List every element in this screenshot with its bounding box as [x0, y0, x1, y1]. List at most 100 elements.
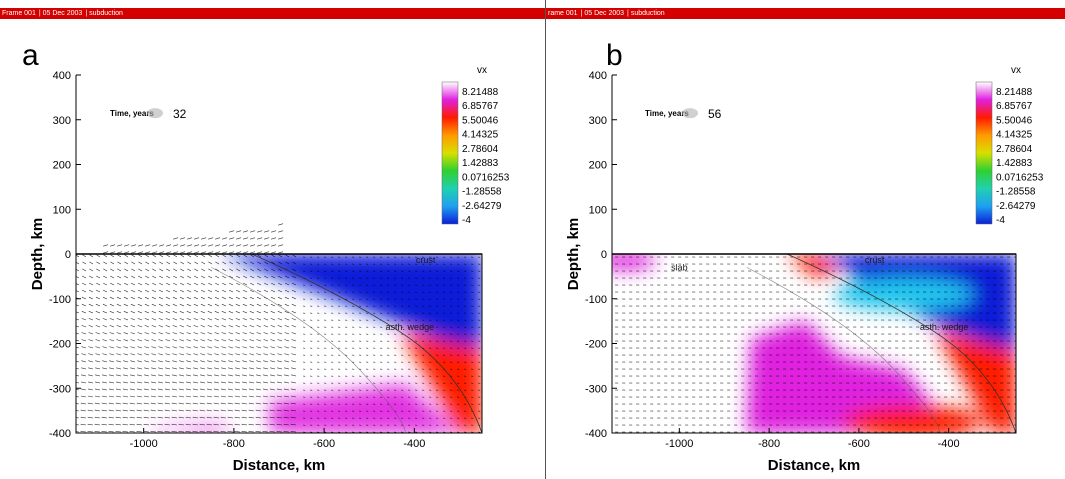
slab-top-line: [251, 253, 483, 434]
slab-velocity-region: [935, 330, 1016, 433]
slab-velocity-region: [842, 405, 983, 433]
mantle-flow-region: [270, 383, 460, 433]
wedge-label: asth. wedge: [386, 322, 435, 332]
vx-field: [612, 254, 1016, 433]
x-tick-label: -1000: [665, 438, 693, 450]
colorbar-label: 8.21488: [996, 87, 1033, 98]
slab-bottom-line: [211, 267, 406, 434]
slab-top-line: [786, 253, 1017, 434]
y-tick-label: -300: [585, 383, 607, 395]
time-label: Time, years: [645, 109, 689, 118]
velocity-vectors: [103, 223, 284, 254]
wedge-label: asth. wedge: [920, 322, 969, 332]
y-tick-label: -300: [49, 383, 71, 395]
y-tick-label: -400: [585, 428, 607, 440]
colorbar-label: 6.85767: [996, 101, 1033, 112]
x-axis-label: Distance, km: [233, 457, 326, 474]
colorbar-label: 6.85767: [462, 101, 499, 112]
colorbar-label: 1.42883: [996, 158, 1033, 169]
panel-a: Frame 001 | 05 Dec 2003 | subduction 400 30…: [0, 8, 545, 474]
time-marker: [147, 108, 163, 119]
y-tick-label: 100: [589, 204, 607, 216]
y-tick-label: 300: [53, 115, 71, 127]
y-tick-label: -400: [49, 428, 71, 440]
colorbar-label: -2.64279: [462, 201, 502, 212]
slab-velocity-region: [612, 254, 656, 270]
velocity-vectors: [76, 254, 481, 433]
y-tick-label: -200: [585, 339, 607, 351]
y-tick-label: -100: [49, 294, 71, 306]
y-tick-label: 300: [589, 115, 607, 127]
y-axis-label: Depth, km: [29, 218, 46, 291]
colorbar-label: 4.14325: [462, 130, 499, 141]
frame-bar: rame 001 | 05 Dec 2003 | subduction: [546, 8, 1065, 19]
colorbar-label: 5.50046: [996, 115, 1033, 126]
vx-field: [76, 254, 482, 433]
mantle-flow-region: [746, 321, 931, 433]
x-tick-label: -400: [403, 438, 425, 450]
x-tick-label: -800: [758, 438, 780, 450]
y-tick-label: 0: [65, 249, 71, 261]
time-label: Time, years: [110, 109, 154, 118]
colorbar-label: 5.50046: [462, 115, 499, 126]
y-tick-label: 0: [601, 249, 607, 261]
time-value: 32: [173, 107, 187, 121]
colorbar-label: 0.0716253: [462, 172, 510, 183]
frame-date: 05 Dec 2003: [584, 10, 625, 17]
frame-date: 05 Dec 2003: [42, 10, 83, 17]
mantle-flow-region: [143, 424, 234, 433]
colorbar-label: 2.78604: [462, 144, 499, 155]
crust-label: crust: [416, 255, 436, 265]
slab-label: slab: [671, 263, 688, 273]
negative-vx-region: [220, 254, 482, 357]
x-tick-label: -600: [313, 438, 335, 450]
colorbar: [441, 81, 459, 225]
crust-label: crust: [865, 255, 885, 265]
y-tick-label: 200: [589, 160, 607, 172]
color-field: [143, 254, 482, 433]
panel-divider: [545, 0, 546, 479]
frame-number: rame 001: [548, 10, 578, 17]
plot-a: 400 300 200 100 0 -100 -200 -300 -400 -1000 -800 -6…: [22, 39, 510, 474]
colorbar-label: -2.64279: [996, 201, 1036, 212]
frame-number: Frame 001: [2, 10, 36, 17]
colorbar-label: 8.21488: [462, 87, 499, 98]
colorbar-label: -1.28558: [462, 187, 502, 198]
colorbar-label: -4: [996, 215, 1005, 226]
colorbar-title: vx: [1011, 65, 1021, 76]
crust-flow-region: [833, 278, 974, 311]
colorbar-label: 2.78604: [996, 144, 1033, 155]
y-tick-label: 400: [589, 70, 607, 82]
x-tick-label: -400: [938, 438, 960, 450]
y-tick-label: 400: [53, 70, 71, 82]
colorbar-title: vx: [477, 65, 487, 76]
colorbar-label: 0.0716253: [996, 172, 1044, 183]
y-tick-label: -100: [585, 294, 607, 306]
x-tick-label: -600: [848, 438, 870, 450]
frame-bar: Frame 001 | 05 Dec 2003 | subduction: [0, 8, 545, 19]
velocity-vectors: [614, 256, 1016, 433]
x-tick-label: -800: [223, 438, 245, 450]
y-tick-label: 200: [53, 160, 71, 172]
panel-letter: a: [22, 39, 39, 72]
color-field: [612, 254, 1016, 433]
colorbar-label: -4: [462, 215, 471, 226]
y-tick-label: -200: [49, 339, 71, 351]
panel-letter: b: [606, 39, 623, 72]
frame-title: subduction: [630, 10, 665, 17]
colorbar-label: 1.42883: [462, 158, 499, 169]
plot-b: 400 300 200 100 0 -100 -200 -300 -400 -1000 -800 -6…: [565, 39, 1044, 474]
colorbar-label: 4.14325: [996, 130, 1033, 141]
x-axis-label: Distance, km: [768, 457, 861, 474]
panel-b: rame 001 | 05 Dec 2003 | subduction 400 300…: [546, 0, 1065, 479]
frame-title: subduction: [89, 10, 123, 17]
time-marker: [682, 108, 698, 119]
slab-bottom-line: [746, 267, 940, 434]
colorbar-label: -1.28558: [996, 187, 1036, 198]
time-value: 56: [708, 107, 722, 121]
x-tick-label: -1000: [130, 438, 158, 450]
y-axis-label: Depth, km: [565, 218, 582, 291]
colorbar: [975, 81, 993, 225]
y-tick-label: 100: [53, 204, 71, 216]
slab-velocity-region: [400, 332, 482, 433]
